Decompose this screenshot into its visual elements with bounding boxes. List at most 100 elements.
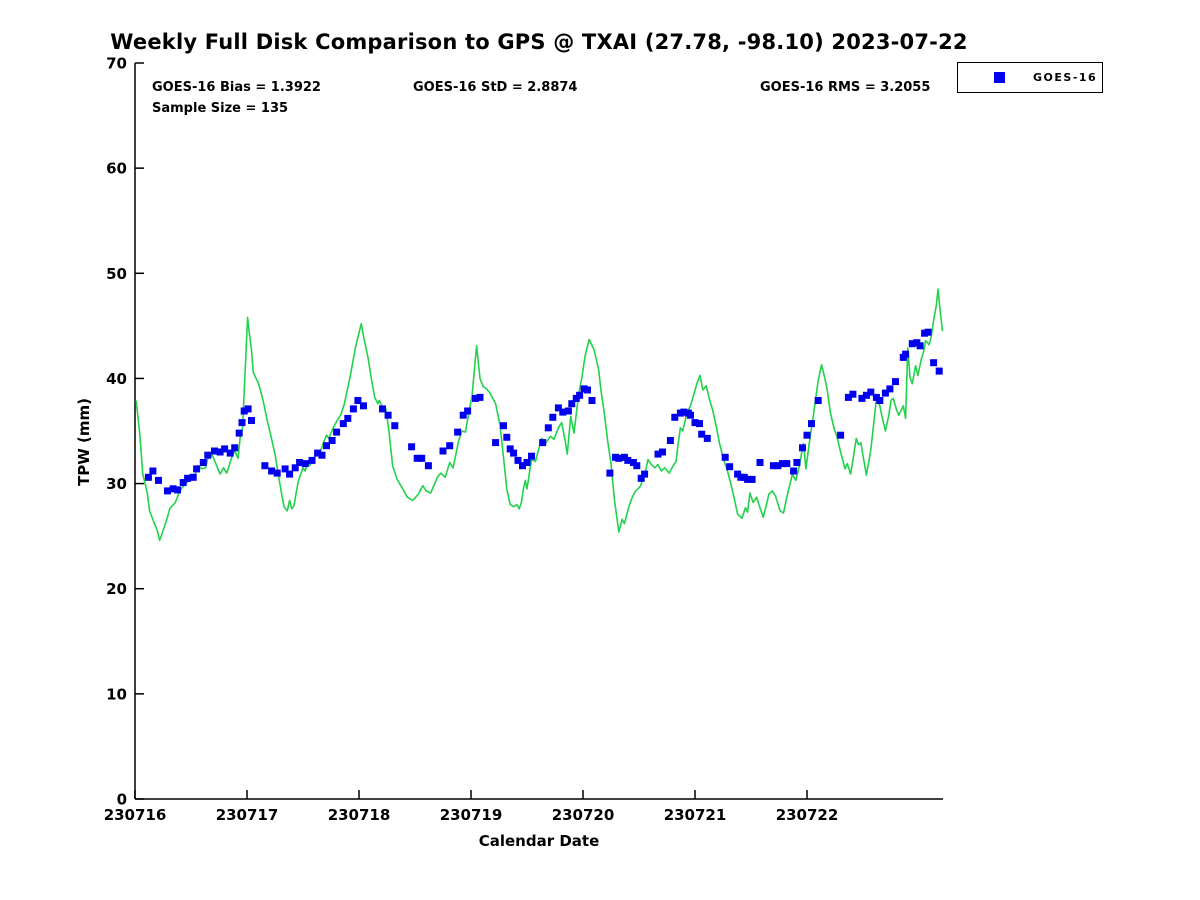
goes16-marker [418, 454, 426, 462]
y-tick-label: 0 [117, 791, 127, 809]
stat-std: GOES-16 StD = 2.8874 [413, 80, 578, 95]
y-tick-label: 60 [106, 160, 127, 178]
goes16-marker [691, 419, 699, 427]
goes16-marker [164, 487, 171, 495]
y-tick-label: 50 [106, 265, 127, 283]
goes16-marker [360, 402, 367, 410]
goes16-marker [654, 450, 662, 458]
stat-sample-size: Sample Size = 135 [152, 101, 289, 116]
goes16-marker [446, 442, 454, 450]
goes16-marker [216, 448, 224, 456]
goes16-marker [199, 459, 207, 466]
goes16-marker [606, 469, 614, 477]
x-tick-label: 230718 [328, 806, 391, 824]
goes16-marker [226, 449, 234, 457]
legend: GOES-16 [957, 62, 1103, 93]
goes16-marker [221, 445, 229, 453]
goes16-marker [876, 397, 884, 404]
goes16-marker [844, 393, 852, 401]
y-tick-label: 40 [106, 370, 127, 388]
goes16-marker [703, 434, 711, 442]
goes16-marker [549, 413, 557, 421]
goes16-marker [169, 485, 177, 493]
goes16-marker [248, 417, 255, 424]
goes16-marker [413, 454, 421, 462]
y-tick-label: 10 [106, 685, 127, 703]
y-tick-label: 30 [106, 475, 127, 493]
goes16-marker [492, 439, 500, 447]
goes16-marker [687, 411, 694, 419]
goes16-marker [328, 437, 336, 444]
goes16-marker [862, 391, 870, 399]
stat-bias: GOES-16 Bias = 1.3922 [152, 80, 321, 95]
goes16-marker [240, 407, 248, 415]
goes16-marker [238, 419, 246, 427]
goes16-marker [641, 470, 649, 478]
goes16-marker [671, 413, 679, 421]
goes16-marker [296, 459, 304, 466]
goes16-marker [783, 460, 791, 468]
goes16-marker [696, 420, 703, 428]
goes16-marker [924, 328, 932, 336]
x-tick-label: 230716 [104, 806, 167, 824]
goes16-marker [506, 445, 514, 453]
goes16-marker [554, 404, 562, 412]
goes16-marker [235, 429, 243, 437]
goes16-marker [391, 422, 399, 430]
goes16-marker [273, 469, 281, 477]
goes16-marker [568, 400, 576, 408]
goes16-marker [354, 397, 362, 404]
goes16-marker [584, 386, 591, 394]
goes16-marker [892, 378, 899, 386]
goes16-marker [858, 394, 866, 402]
goes16-marker [174, 486, 182, 494]
goes16-marker [523, 459, 531, 466]
x-tick-label: 230722 [776, 806, 839, 824]
goes16-marker [184, 474, 192, 482]
goes16-marker [244, 405, 252, 413]
goes16-marker [544, 424, 552, 432]
goes16-marker [510, 449, 518, 457]
goes16-marker [881, 389, 889, 397]
goes16-marker [514, 456, 522, 464]
goes16-marker [774, 462, 782, 470]
goes16-marker [837, 431, 845, 439]
goes16-marker [339, 420, 347, 428]
goes16-marker [519, 462, 526, 470]
goes16-marker [155, 476, 162, 484]
goes16-marker [384, 411, 392, 419]
goes16-marker [935, 367, 943, 375]
goes16-marker [476, 393, 484, 401]
goes16-marker [744, 475, 752, 483]
goes16-marker [301, 460, 309, 468]
goes16-marker [179, 479, 187, 486]
goes16-marker [268, 467, 276, 475]
goes16-marker [867, 388, 875, 396]
goes16-legend-marker-icon [994, 72, 1005, 83]
goes16-marker [564, 407, 572, 415]
goes16-marker [318, 451, 326, 459]
goes16-marker [559, 408, 567, 416]
goes16-marker [189, 473, 197, 481]
goes16-marker [211, 447, 218, 455]
goes16-marker [756, 459, 764, 466]
goes16-marker [790, 467, 798, 475]
goes16-marker [349, 405, 357, 413]
axes [134, 62, 943, 800]
goes16-marker [528, 452, 535, 460]
goes16-marker [500, 422, 507, 430]
goes16-marker [803, 431, 811, 439]
x-tick-label: 230721 [664, 806, 727, 824]
goes16-marker [916, 342, 924, 350]
x-axis-label: Calendar Date [478, 832, 600, 850]
goes16-marker [379, 405, 386, 413]
goes16-marker [721, 453, 729, 461]
goes16-marker [261, 462, 269, 470]
gps-line [135, 288, 944, 542]
goes16-marker [424, 462, 432, 470]
goes16-marker [588, 397, 596, 404]
goes16-marker [799, 444, 806, 452]
goes16-markers [144, 328, 943, 495]
x-tick-label: 230720 [552, 806, 615, 824]
